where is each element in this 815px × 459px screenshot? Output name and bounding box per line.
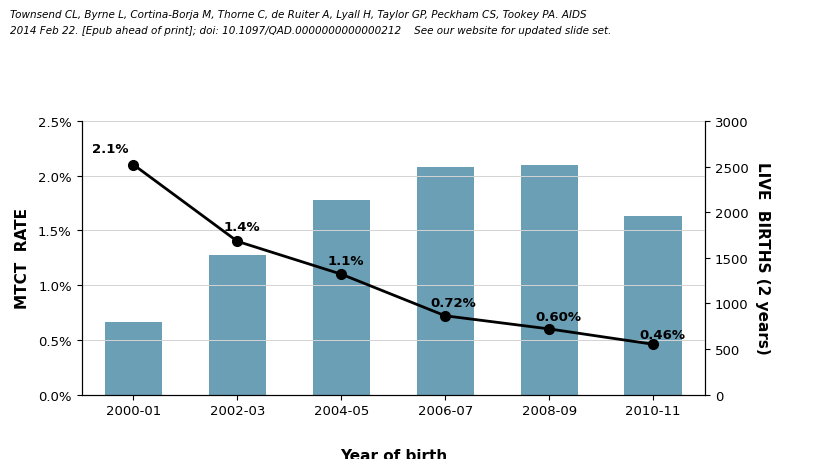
Text: 2014 Feb 22. [Epub ahead of print]; doi: 10.1097/QAD.0000000000000212    See our: 2014 Feb 22. [Epub ahead of print]; doi:… (10, 26, 611, 36)
Text: 2.1%: 2.1% (92, 142, 129, 155)
Text: 0.72%: 0.72% (430, 296, 477, 309)
Bar (416, 167, 474, 395)
Bar (521, 165, 578, 395)
X-axis label: Year of birth: Year of birth (340, 448, 447, 459)
Text: 0.46%: 0.46% (640, 328, 685, 341)
Bar (105, 322, 162, 395)
Text: 1.1%: 1.1% (328, 255, 364, 268)
Y-axis label: LIVE  BIRTHS (2 years): LIVE BIRTHS (2 years) (755, 162, 770, 354)
Bar (209, 256, 266, 395)
Text: Townsend CL, Byrne L, Cortina-Borja M, Thorne C, de Ruiter A, Lyall H, Taylor GP: Townsend CL, Byrne L, Cortina-Borja M, T… (10, 10, 587, 20)
Bar (624, 216, 681, 395)
Y-axis label: MTCT  RATE: MTCT RATE (15, 208, 29, 308)
Text: 1.4%: 1.4% (224, 221, 261, 234)
Bar (313, 201, 370, 395)
Text: 0.60%: 0.60% (535, 310, 582, 324)
